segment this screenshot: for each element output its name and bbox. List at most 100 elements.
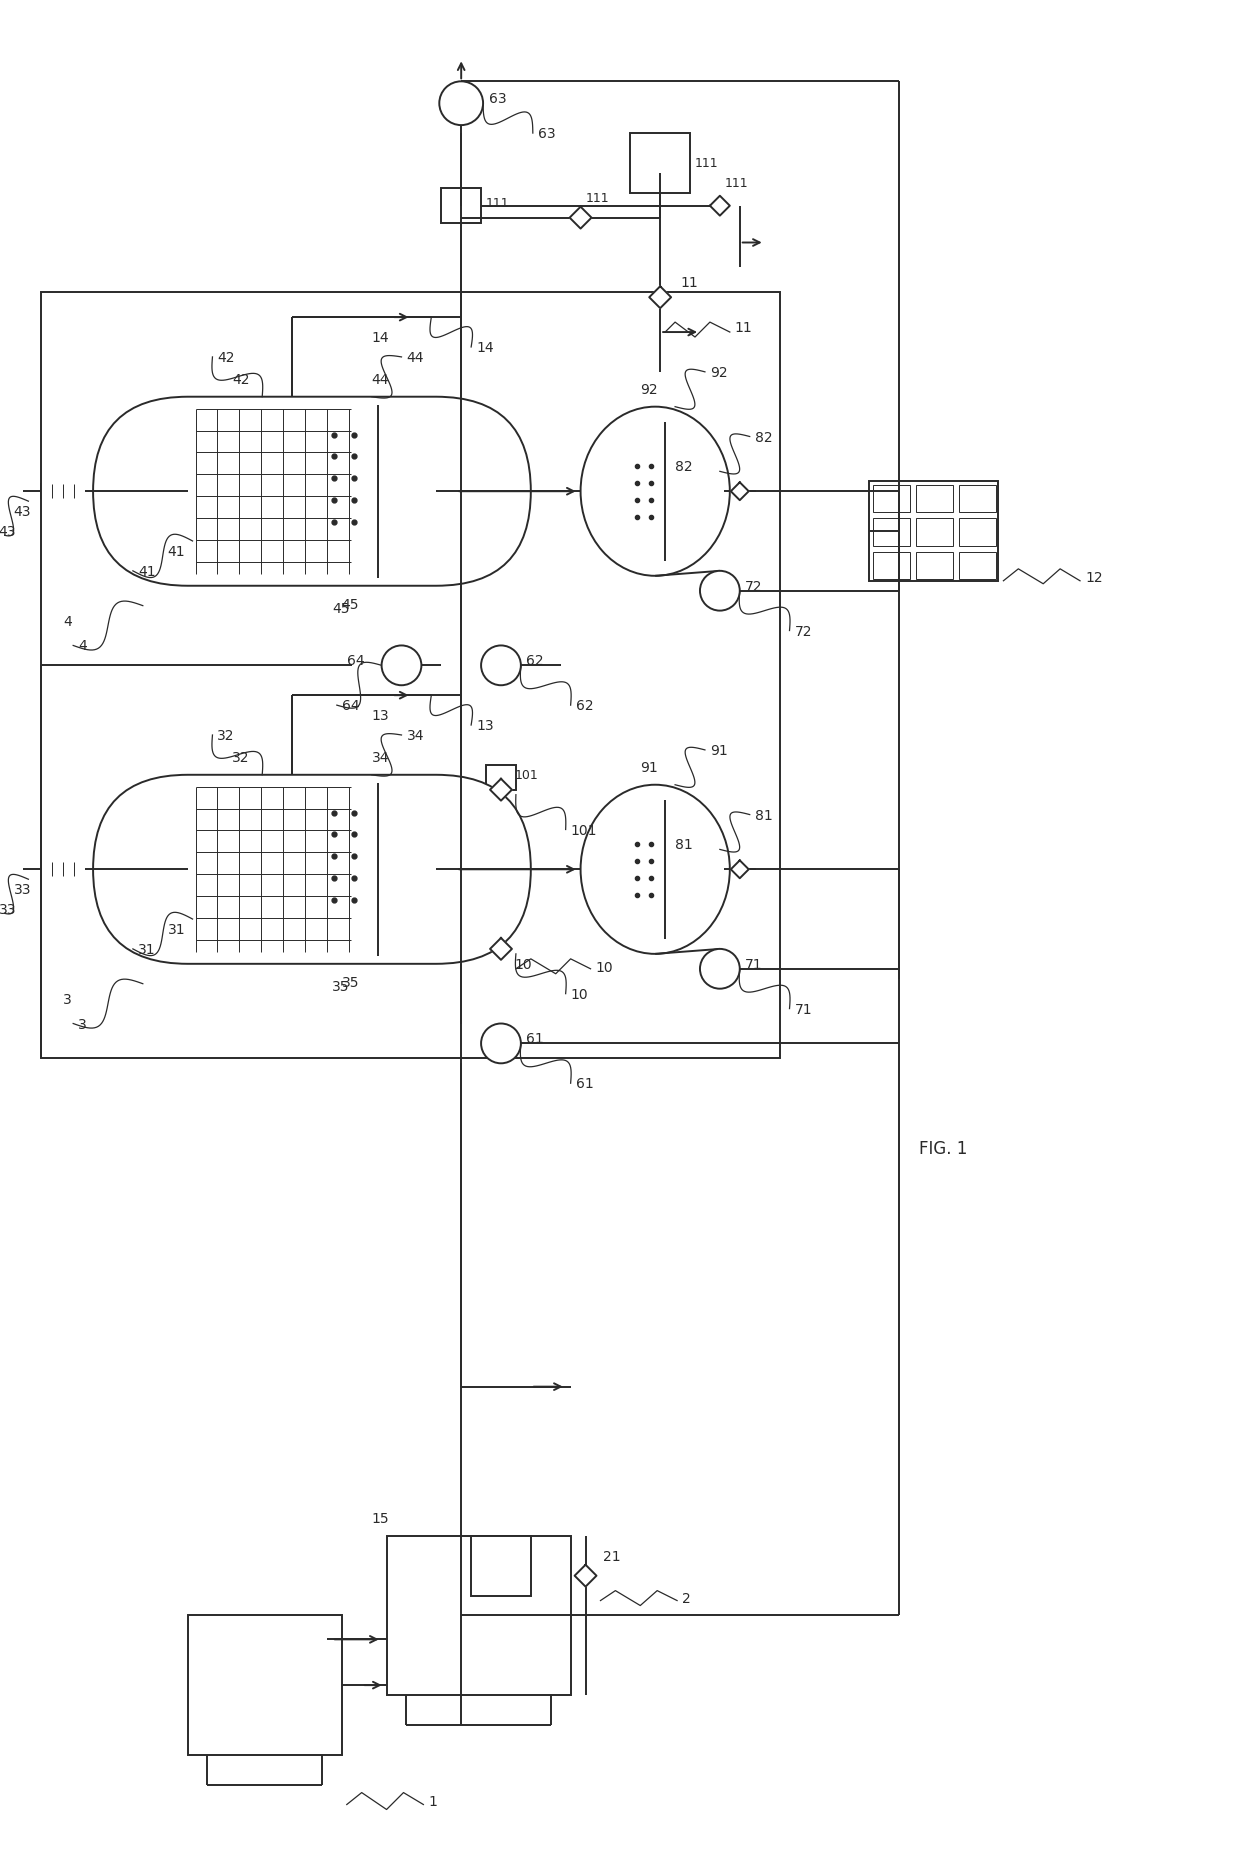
- Text: 61: 61: [526, 1032, 543, 1045]
- Text: 111: 111: [486, 197, 510, 210]
- Text: 62: 62: [575, 698, 593, 713]
- Text: 63: 63: [489, 93, 507, 106]
- Text: 72: 72: [745, 579, 763, 594]
- Text: 81: 81: [755, 808, 773, 823]
- Text: 111: 111: [585, 191, 609, 204]
- Text: 4: 4: [63, 615, 72, 628]
- Text: 63: 63: [538, 126, 556, 141]
- Text: 92: 92: [711, 366, 728, 379]
- Bar: [41, 485, 86, 500]
- Bar: [916, 487, 954, 513]
- Bar: [873, 520, 910, 546]
- Circle shape: [481, 646, 521, 685]
- Polygon shape: [650, 288, 671, 308]
- Text: 101: 101: [515, 769, 538, 782]
- Text: 45: 45: [332, 602, 350, 615]
- Circle shape: [699, 949, 740, 990]
- Text: 34: 34: [407, 728, 424, 743]
- Text: 71: 71: [745, 958, 763, 971]
- Text: 14: 14: [372, 331, 389, 345]
- Text: 101: 101: [570, 823, 598, 838]
- Text: 11: 11: [735, 321, 753, 334]
- Circle shape: [699, 572, 740, 611]
- Text: 92: 92: [640, 383, 658, 397]
- Text: 111: 111: [725, 176, 749, 189]
- Text: 33: 33: [0, 903, 16, 917]
- Text: 82: 82: [755, 431, 773, 444]
- Text: 42: 42: [232, 373, 249, 386]
- Text: 81: 81: [675, 838, 693, 852]
- FancyBboxPatch shape: [93, 397, 531, 587]
- Text: 33: 33: [14, 882, 31, 897]
- Text: 1: 1: [428, 1794, 438, 1807]
- Bar: [630, 134, 689, 193]
- Text: 42: 42: [217, 351, 234, 364]
- Text: 32: 32: [232, 750, 249, 765]
- Text: 4: 4: [78, 639, 87, 654]
- Text: 71: 71: [795, 1003, 812, 1016]
- Text: 82: 82: [675, 461, 693, 474]
- Text: 41: 41: [167, 544, 185, 559]
- Text: 35: 35: [332, 979, 350, 993]
- Bar: [471, 1536, 531, 1595]
- Ellipse shape: [580, 786, 730, 954]
- Text: 41: 41: [138, 565, 155, 579]
- Bar: [916, 520, 954, 546]
- Text: 91: 91: [711, 743, 728, 758]
- Text: 72: 72: [795, 624, 812, 639]
- Bar: [916, 552, 954, 579]
- Text: 2: 2: [682, 1591, 691, 1604]
- Polygon shape: [730, 862, 749, 878]
- Ellipse shape: [580, 407, 730, 576]
- Bar: [486, 765, 516, 791]
- Text: 13: 13: [476, 719, 494, 734]
- Text: 44: 44: [372, 373, 389, 386]
- Bar: [960, 520, 997, 546]
- Bar: [187, 1616, 342, 1755]
- Text: 10: 10: [570, 988, 588, 1001]
- Text: 12: 12: [1085, 570, 1102, 585]
- Bar: [873, 487, 910, 513]
- Text: 43: 43: [14, 505, 31, 518]
- Text: 44: 44: [407, 351, 424, 364]
- Bar: [41, 293, 780, 1058]
- Polygon shape: [574, 1565, 596, 1586]
- Circle shape: [481, 1023, 521, 1064]
- Text: 91: 91: [640, 760, 658, 774]
- Polygon shape: [730, 483, 749, 501]
- Polygon shape: [490, 780, 512, 800]
- Bar: [869, 483, 998, 581]
- Bar: [873, 552, 910, 579]
- Text: 3: 3: [63, 992, 72, 1006]
- Text: 43: 43: [0, 526, 16, 539]
- Text: 10: 10: [595, 960, 613, 975]
- Bar: [960, 487, 997, 513]
- FancyBboxPatch shape: [93, 776, 531, 964]
- Text: 15: 15: [372, 1512, 389, 1525]
- Text: 31: 31: [138, 941, 155, 956]
- Bar: [387, 1536, 570, 1695]
- Circle shape: [382, 646, 422, 685]
- Text: 35: 35: [342, 975, 360, 990]
- Text: 64: 64: [347, 654, 365, 669]
- Text: 45: 45: [342, 598, 360, 611]
- Text: 11: 11: [680, 277, 698, 290]
- Text: 61: 61: [575, 1077, 594, 1090]
- Text: 34: 34: [372, 750, 389, 765]
- Bar: [960, 552, 997, 579]
- Text: 21: 21: [604, 1549, 621, 1564]
- Text: 3: 3: [78, 1018, 87, 1031]
- Text: 32: 32: [217, 728, 234, 743]
- Polygon shape: [711, 197, 730, 217]
- Text: 31: 31: [167, 923, 185, 936]
- Text: 111: 111: [694, 158, 719, 171]
- Text: FIG. 1: FIG. 1: [919, 1138, 967, 1157]
- Polygon shape: [490, 938, 512, 960]
- Circle shape: [439, 82, 484, 126]
- Polygon shape: [569, 208, 591, 230]
- Text: 10: 10: [515, 958, 532, 971]
- Bar: [441, 189, 481, 223]
- Text: 13: 13: [372, 709, 389, 722]
- Bar: [41, 864, 86, 877]
- Text: 62: 62: [526, 654, 543, 669]
